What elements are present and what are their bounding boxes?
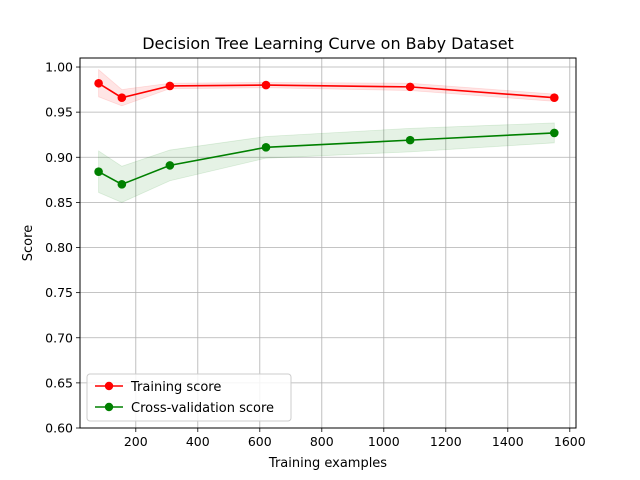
x-tick-label: 800 (310, 434, 334, 449)
legend-box (86, 373, 292, 422)
line-training (98, 82, 555, 99)
axis-ticks: 200 400 600 800 1000 1200 1400 1600 0.60 0.65 0.70… (45, 60, 586, 449)
legend-marker-training-dot (104, 381, 114, 391)
x-tick-label: 400 (186, 434, 210, 449)
point-training (550, 93, 559, 103)
legend-label-training: Training score (130, 380, 221, 395)
x-tick-label: 1000 (368, 434, 400, 449)
y-tick-label: 0.90 (45, 150, 73, 165)
series-points (94, 78, 559, 189)
point-training (261, 80, 271, 90)
legend-marker-cv-dot (104, 402, 114, 412)
y-tick-label: 0.65 (45, 375, 73, 390)
y-tick-label: 0.70 (45, 330, 73, 345)
x-axis-label: Training examples (268, 456, 387, 471)
y-tick-label: 0.60 (45, 421, 73, 436)
y-tick-label: 0.95 (45, 105, 73, 120)
y-tick-label: 0.85 (45, 195, 73, 210)
point-cross-validation (94, 167, 103, 177)
x-tick-label: 1200 (430, 434, 462, 449)
y-tick-label: 0.80 (45, 240, 73, 255)
point-training (405, 82, 415, 92)
plot-frame (79, 57, 577, 429)
series-lines (98, 82, 555, 186)
x-tick-label: 600 (248, 434, 272, 449)
point-cross-validation (405, 135, 415, 145)
point-training (94, 78, 103, 88)
point-cross-validation (550, 128, 559, 138)
point-cross-validation (261, 143, 271, 152)
legend-label-cross-validation: Cross-validation score (131, 401, 274, 416)
chart-title: Decision Tree Learning Curve on Baby Dat… (142, 34, 514, 53)
y-axis-label: Score (21, 225, 36, 261)
point-training (165, 81, 175, 91)
point-cross-validation (165, 161, 175, 170)
y-tick-label: 1.00 (45, 60, 73, 75)
legend: Training score Cross-validation score (86, 373, 292, 422)
y-tick-label: 0.75 (45, 285, 73, 300)
x-tick-label: 1600 (554, 434, 586, 449)
line-cross-validation (98, 132, 555, 186)
point-training (117, 93, 127, 103)
x-tick-label: 1400 (492, 434, 524, 449)
x-tick-label: 200 (124, 434, 148, 449)
band-cross-validation (98, 122, 555, 203)
point-cross-validation (117, 180, 127, 189)
